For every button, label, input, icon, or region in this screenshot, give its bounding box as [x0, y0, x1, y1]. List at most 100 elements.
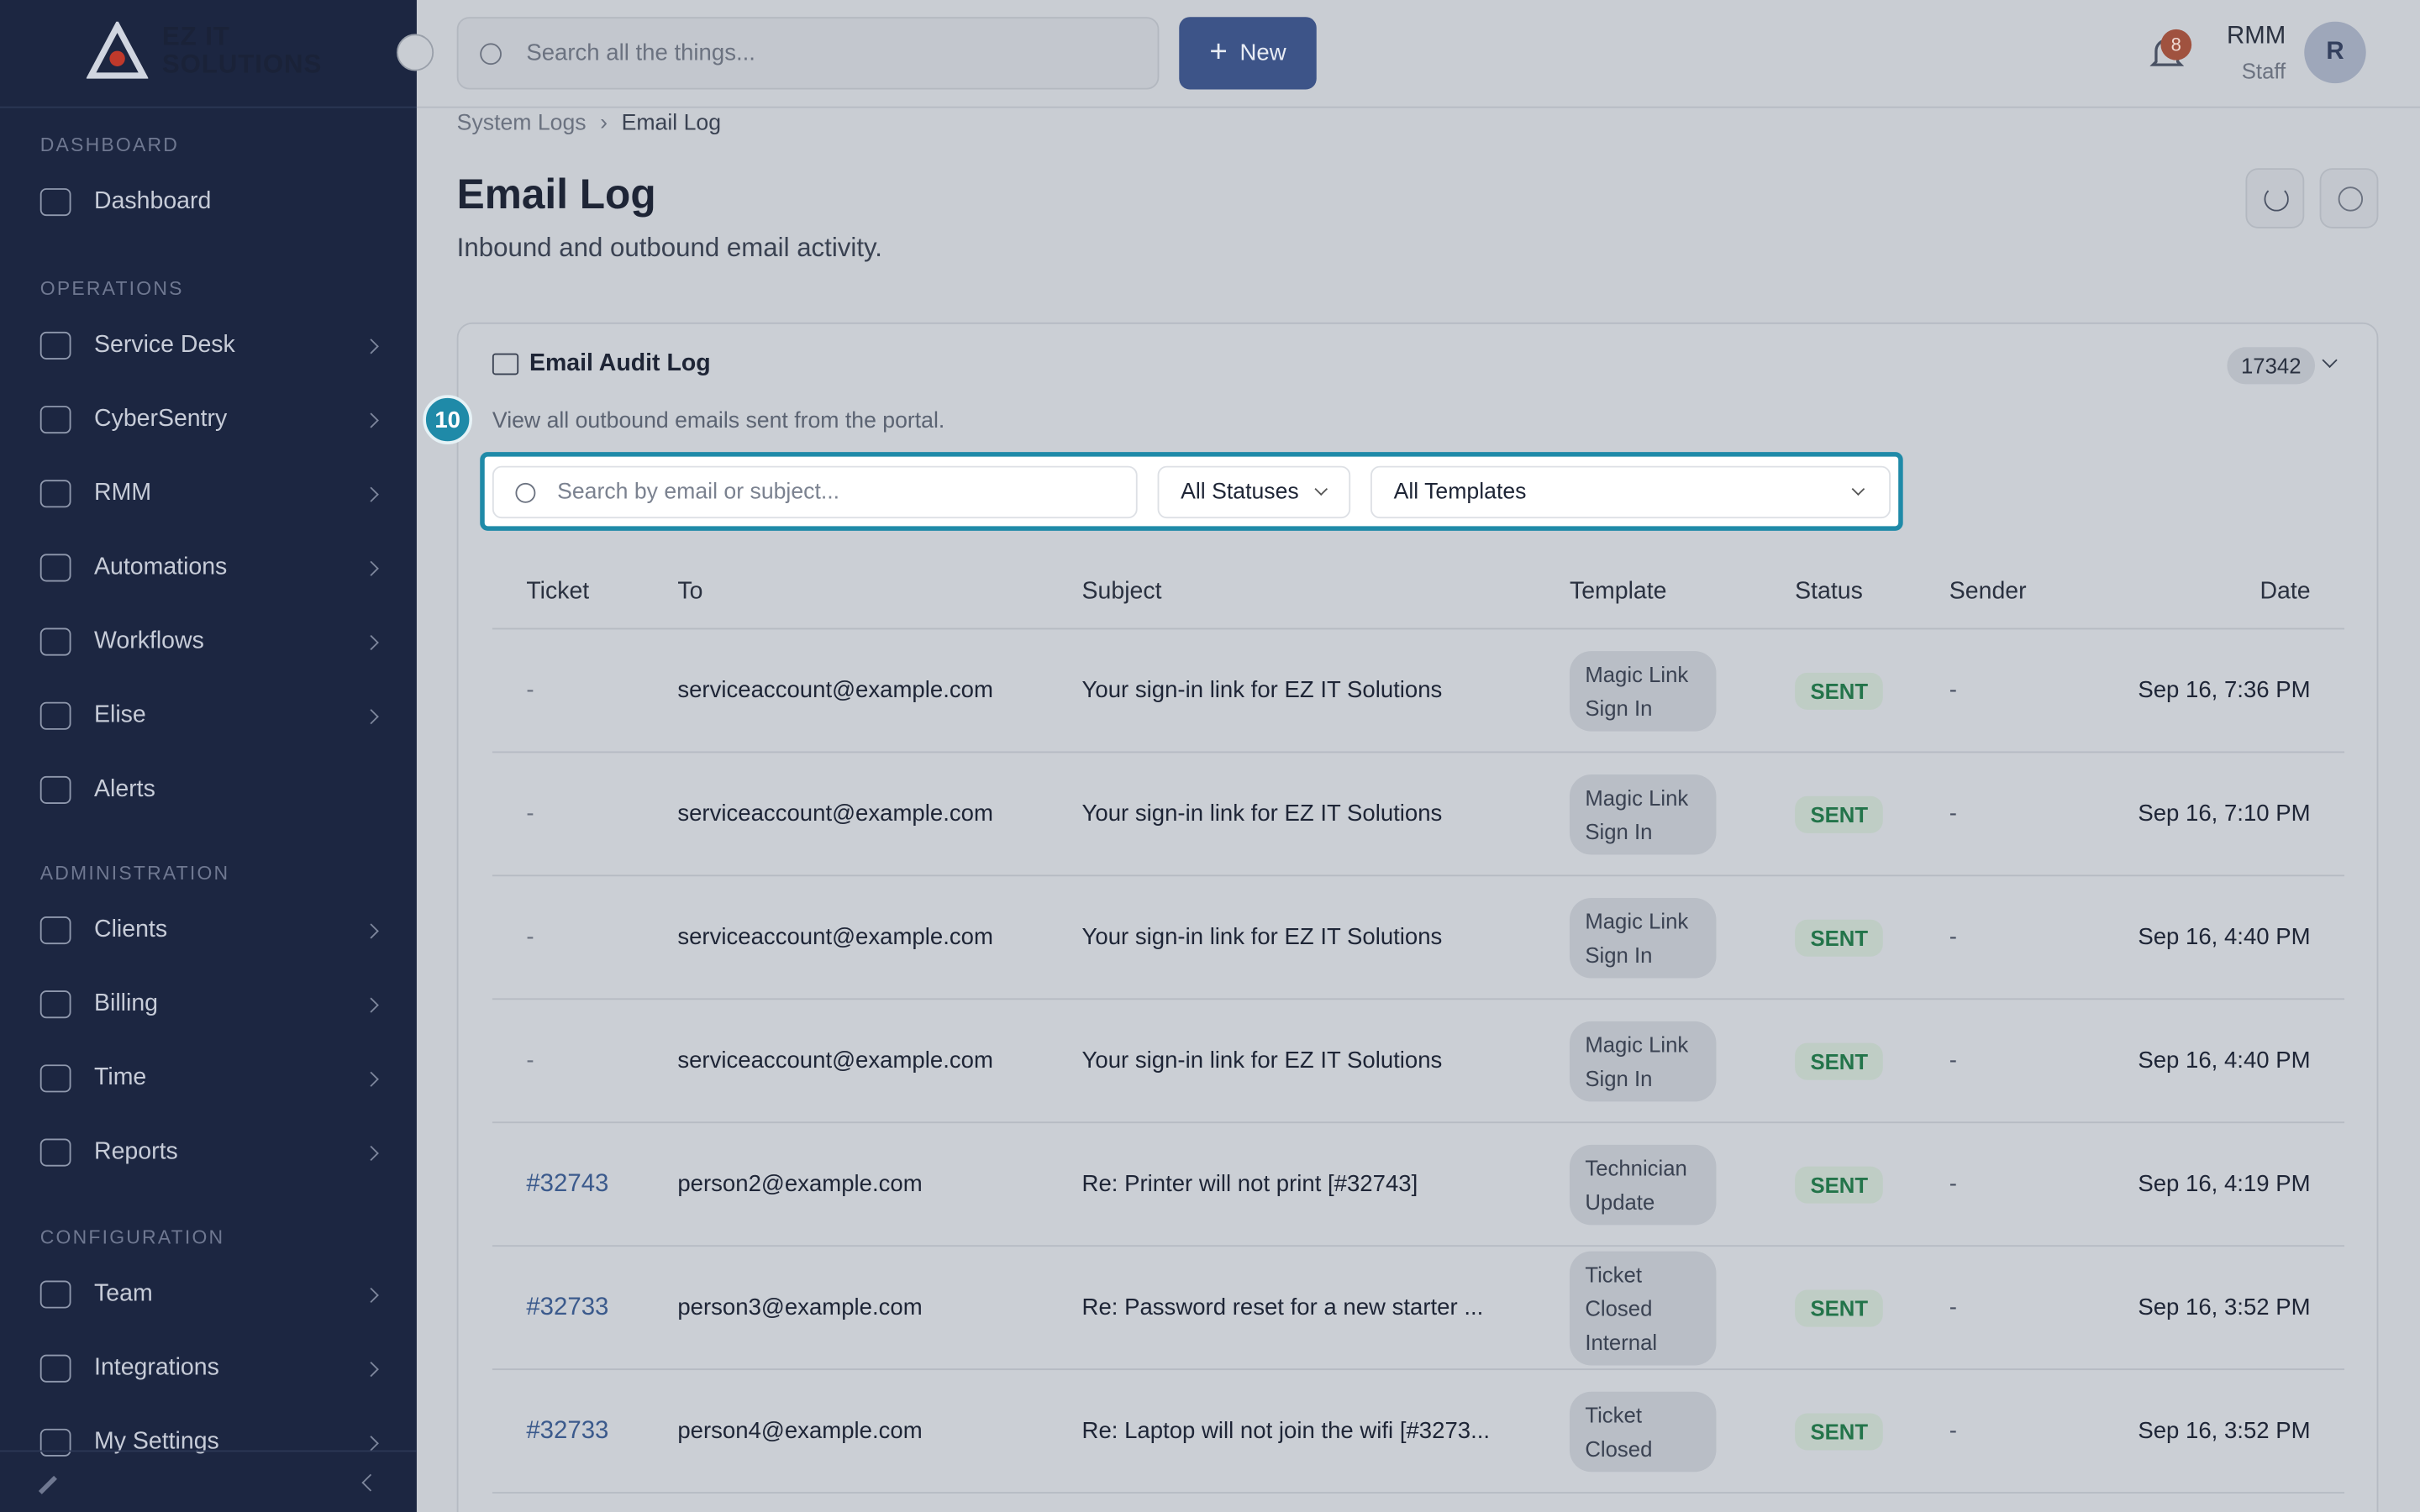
ticket[interactable]: #32733 [526, 1417, 609, 1444]
date: Sep 16, 7:10 PM [2138, 801, 2311, 827]
ticket: - [526, 924, 534, 951]
step-badge: 10 [423, 395, 473, 444]
chevron [363, 1144, 379, 1161]
status-filter[interactable]: All Statuses [1157, 465, 1351, 519]
nav-label: Time [94, 1064, 147, 1091]
nav-icon [39, 480, 71, 508]
nav-item[interactable]: RMM [39, 470, 379, 517]
dropdown-icon [1851, 482, 1865, 496]
column-header: Date [2260, 577, 2311, 605]
nav-item[interactable]: Billing [39, 981, 379, 1027]
sender: - [1949, 677, 1957, 704]
edit-icon[interactable] [38, 1475, 57, 1494]
column-header: Sender [1949, 577, 2027, 605]
date: Sep 16, 7:36 PM [2138, 677, 2311, 704]
template-filter-label: All Templates [1393, 480, 1527, 505]
status-pill: SENT [1795, 1412, 1884, 1450]
nav-item[interactable]: Elise [39, 693, 379, 739]
topbar-border [416, 106, 2420, 108]
table-row[interactable]: - serviceaccount@example.com Your sign-in … [492, 629, 2345, 753]
table-row[interactable]: #32733 person4@example.com Re: Laptop will… [492, 1370, 2345, 1494]
page-title: Email Log [456, 171, 656, 218]
nav-item[interactable]: Service Desk [39, 323, 379, 369]
email-search[interactable]: Search by email or subject... [492, 465, 1138, 519]
new-button[interactable]: + New [1179, 17, 1317, 90]
recipient: serviceaccount@example.com [677, 801, 993, 827]
nav-item[interactable]: Time [39, 1055, 379, 1101]
template-pill: Ticket Closed [1569, 1390, 1717, 1472]
nav-item[interactable]: Reports [39, 1129, 379, 1175]
template-pill: Technician Update [1569, 1143, 1717, 1225]
ticket: - [526, 677, 534, 704]
date: Sep 16, 3:52 PM [2138, 1417, 2311, 1445]
page-subtitle: Inbound and outbound email activity. [456, 233, 882, 263]
chevron [363, 1070, 379, 1086]
template-pill: Magic Link Sign In [1569, 897, 1717, 978]
nav-icon [39, 1280, 71, 1309]
nav-icon [39, 990, 71, 1019]
chevron [363, 1435, 379, 1451]
table-row[interactable]: - serviceaccount@example.com Your sign-in … [492, 753, 2345, 877]
ticket[interactable]: #32743 [526, 1170, 609, 1197]
section-label: ADMINISTRATION [39, 862, 230, 885]
subject: Your sign-in link for EZ IT Solutions [1081, 1047, 1443, 1074]
status-pill: SENT [1795, 795, 1884, 832]
chevron [363, 922, 379, 938]
nav-item[interactable]: Alerts [39, 767, 376, 813]
template-filter[interactable]: All Templates [1370, 465, 1891, 519]
breadcrumb-current: Email Log [621, 111, 722, 136]
nav-icon [39, 1138, 71, 1167]
table-row[interactable]: #32733 person3@example.com Re: Password re… [492, 1247, 2345, 1371]
nav-icon [39, 406, 71, 434]
table-row[interactable]: - serviceaccount@example.com Your sign-in … [492, 876, 2345, 1000]
help-icon [2338, 186, 2364, 212]
subject: Your sign-in link for EZ IT Solutions [1081, 924, 1443, 951]
nav-item[interactable]: Automations [39, 544, 379, 591]
date: Sep 16, 4:19 PM [2138, 1171, 2311, 1198]
column-header: Template [1569, 577, 1667, 605]
section-label: DASHBOARD [39, 134, 180, 156]
notification-badge: 8 [2160, 29, 2192, 60]
nav-icon [39, 627, 71, 656]
logo-icon [86, 21, 149, 79]
ticket: - [526, 801, 534, 827]
global-search[interactable]: Search all the things... [456, 17, 1160, 90]
table-header: Ticket To Subject Template Status Sender Date [492, 555, 2345, 630]
sender: - [1949, 1171, 1957, 1198]
card-title: Email Audit Log [529, 349, 711, 377]
collapse-button[interactable] [397, 34, 434, 71]
avatar[interactable]: R [2304, 21, 2366, 84]
logo-line: EZ IT [161, 21, 230, 51]
breadcrumb: System Logs › Email Log [457, 111, 721, 135]
nav-item[interactable]: CyberSentry [39, 396, 379, 443]
breadcrumb-link[interactable]: System Logs [456, 111, 587, 136]
nav-item[interactable]: Workflows [39, 619, 379, 665]
section-label: OPERATIONS [39, 277, 184, 300]
refresh-button[interactable] [2245, 168, 2305, 228]
nav-item[interactable]: Clients [39, 907, 379, 953]
nav-label: Automations [94, 554, 228, 580]
nav-item[interactable]: Team [39, 1271, 379, 1317]
dropdown-icon [1314, 482, 1328, 496]
chevron [363, 1286, 379, 1303]
nav-label: RMM [94, 480, 152, 507]
chevron [363, 633, 379, 650]
help-button[interactable] [2319, 168, 2379, 228]
template-pill: Magic Link Sign In [1569, 650, 1717, 731]
logo-text: EZ IT SOLUTIONS [161, 21, 322, 79]
nav-item[interactable]: Integrations [39, 1346, 379, 1392]
nav-icon [39, 188, 71, 217]
sender: - [1949, 1294, 1957, 1321]
search-placeholder: Search all the things... [526, 39, 755, 66]
chevron [363, 708, 379, 724]
table-row[interactable]: - serviceaccount@example.com Your sign-in … [492, 1000, 2345, 1124]
ticket[interactable]: #32733 [526, 1294, 609, 1320]
table-row[interactable]: #32743 person2@example.com Re: Printer wil… [492, 1123, 2345, 1247]
chevron [363, 996, 379, 1012]
nav-item[interactable]: Dashboard [39, 179, 376, 225]
sidebar: EZ IT SOLUTIONS DASHBOARD Dashboard OPERAT… [0, 0, 417, 1512]
collapse-icon[interactable] [361, 1473, 380, 1492]
column-header: Ticket [526, 577, 590, 605]
subject: Re: Password reset for a new starter ... [1081, 1294, 1484, 1321]
